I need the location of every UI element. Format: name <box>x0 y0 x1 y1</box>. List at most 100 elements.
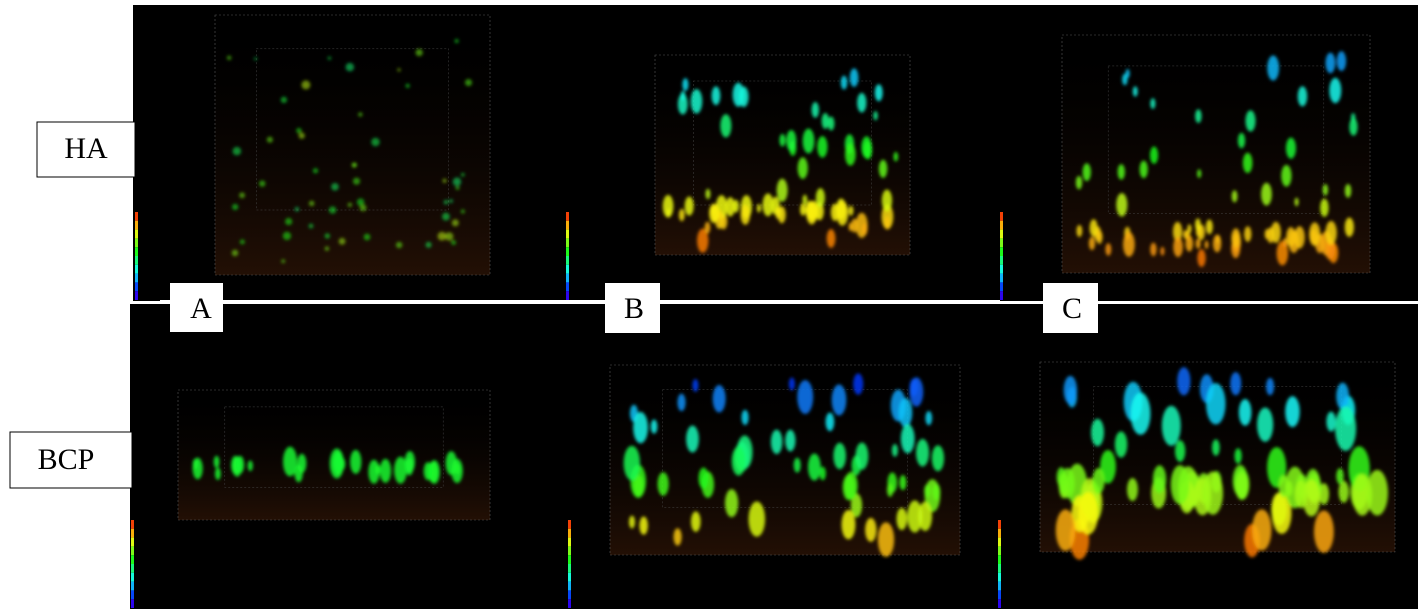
color-scale-step <box>1000 247 1003 256</box>
color-scale-step <box>998 528 1001 538</box>
blob <box>1285 137 1296 159</box>
blob <box>1152 465 1167 494</box>
blob <box>677 93 688 115</box>
blob <box>662 194 674 218</box>
inner-frame <box>693 80 872 206</box>
blob <box>442 178 447 183</box>
blob <box>397 68 401 72</box>
blob <box>359 204 367 212</box>
blob <box>441 212 450 221</box>
row-label: BCP <box>38 443 95 476</box>
blob <box>371 137 380 147</box>
blob <box>285 217 293 226</box>
blob <box>324 246 330 251</box>
blob <box>1116 192 1128 217</box>
blob <box>1206 383 1226 425</box>
blob <box>861 223 868 236</box>
image-frame <box>214 14 491 276</box>
blob <box>239 239 245 245</box>
blob <box>657 472 669 496</box>
blob <box>1139 160 1148 179</box>
blob <box>633 411 648 444</box>
blob <box>831 384 847 416</box>
blob <box>358 112 363 117</box>
blob <box>301 80 311 90</box>
blob <box>1326 411 1336 432</box>
color-scale-step <box>135 282 138 292</box>
blob <box>1160 246 1165 256</box>
color-scale-step <box>566 291 569 300</box>
blob <box>1294 226 1305 249</box>
blob <box>861 136 872 159</box>
blob <box>918 501 933 532</box>
blob <box>192 458 198 470</box>
color-scale-step <box>135 238 138 248</box>
blob <box>1366 469 1389 516</box>
color-scale-step <box>1000 273 1003 283</box>
blob <box>684 196 694 216</box>
blob <box>451 240 457 246</box>
blob <box>283 446 298 477</box>
blob <box>1328 242 1339 264</box>
blob <box>351 162 357 168</box>
blob <box>1286 226 1296 247</box>
color-scale-step <box>998 546 1001 556</box>
blob <box>925 411 933 426</box>
color-scale-step <box>568 581 571 591</box>
blob <box>308 223 314 229</box>
color-scale-step <box>998 520 1001 529</box>
blob <box>460 172 465 177</box>
blob <box>1172 221 1183 242</box>
blob <box>770 429 783 455</box>
blob <box>698 467 709 489</box>
blob <box>865 517 877 542</box>
blob <box>845 143 856 166</box>
blob <box>1096 230 1103 244</box>
blob <box>899 475 907 491</box>
blob <box>451 219 459 227</box>
color-scale-step <box>568 572 571 582</box>
blob <box>1271 492 1287 526</box>
blob <box>1063 375 1078 405</box>
blob <box>1195 218 1201 231</box>
blob <box>281 259 286 264</box>
blob <box>308 200 315 207</box>
blob <box>415 48 423 57</box>
blob <box>807 453 821 481</box>
color-scale-step <box>131 520 134 529</box>
panel-label: B <box>624 292 644 325</box>
blob <box>896 507 908 531</box>
inner-frame <box>1107 65 1325 214</box>
blob <box>1055 509 1076 552</box>
blob <box>1187 224 1192 234</box>
inner-frame <box>662 389 908 508</box>
blob <box>848 205 854 216</box>
blob <box>891 444 898 457</box>
blob <box>1105 243 1112 256</box>
blob <box>819 466 826 481</box>
blob <box>840 75 848 90</box>
blobs <box>226 38 473 264</box>
blob <box>878 159 888 178</box>
color-scale-step <box>131 546 134 556</box>
color-scale-step <box>568 555 571 564</box>
blob <box>259 180 266 187</box>
blob <box>266 136 273 143</box>
color-scale-step <box>135 291 138 300</box>
blobs <box>1075 51 1358 267</box>
blob <box>893 151 899 162</box>
blob <box>294 206 300 212</box>
blob <box>678 208 685 222</box>
blob <box>444 232 454 241</box>
blob <box>296 127 302 134</box>
blob <box>786 129 797 152</box>
blob <box>1231 190 1238 203</box>
blob <box>1270 221 1281 244</box>
blob <box>827 116 835 131</box>
blob <box>732 199 740 213</box>
blob <box>232 203 239 211</box>
blob <box>628 515 636 529</box>
blob <box>877 522 895 557</box>
color-scale-step <box>131 599 134 608</box>
